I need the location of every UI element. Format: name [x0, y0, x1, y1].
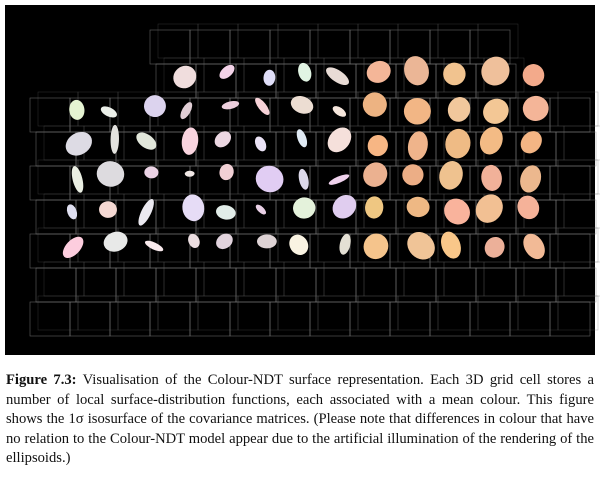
ellipsoid — [363, 162, 388, 187]
ellipsoid — [483, 98, 509, 124]
ellipsoid — [254, 136, 267, 152]
ellipsoid — [522, 95, 549, 121]
ellipsoid — [103, 231, 128, 252]
ellipsoid — [62, 236, 84, 259]
ellipsoid — [362, 92, 387, 117]
ellipsoid — [138, 199, 154, 226]
ellipsoid — [407, 131, 428, 161]
figure-image — [5, 5, 600, 355]
figure-caption: Figure 7.3: Visualisation of the Colour-… — [6, 371, 594, 469]
ellipsoid — [406, 196, 430, 218]
figure-label: Figure 7.3: — [6, 372, 77, 388]
ellipsoid — [367, 134, 388, 157]
ellipsoid — [144, 95, 166, 118]
ellipsoid — [188, 233, 200, 248]
ellipsoid — [363, 233, 389, 260]
ellipsoid — [173, 65, 197, 89]
ellipsoid — [517, 195, 540, 220]
ellipsoid — [144, 166, 159, 179]
ellipsoid — [69, 99, 85, 120]
ellipsoid — [221, 100, 240, 110]
ellipsoid — [216, 205, 236, 220]
ellipsoid — [181, 127, 199, 155]
ellipsoid — [407, 232, 435, 260]
ellipsoid — [255, 165, 284, 193]
ellipsoid — [481, 164, 502, 191]
ellipsoid — [96, 161, 125, 187]
ellipsoid — [298, 168, 309, 190]
ellipsoid — [99, 201, 117, 218]
ellipsoid — [520, 165, 542, 193]
caption-text: Visualisation of the Colour-NDT surface … — [6, 372, 594, 467]
ellipsoid — [441, 231, 461, 259]
ellipsoid — [327, 127, 352, 153]
ellipsoid — [184, 170, 195, 177]
grid-cell — [549, 301, 591, 337]
ellipsoid — [65, 131, 92, 156]
ellipsoids — [62, 56, 549, 260]
ellipsoid — [110, 124, 119, 154]
ellipsoid — [289, 234, 309, 255]
ellipsoid — [71, 166, 84, 193]
ellipsoid — [296, 129, 308, 148]
ellipsoid — [298, 62, 312, 82]
ellipsoid — [328, 174, 350, 185]
ellipsoid — [443, 62, 466, 86]
ellipsoid — [326, 67, 350, 86]
ellipsoid — [475, 194, 503, 223]
ellipsoid — [445, 128, 471, 159]
ellipsoid — [293, 197, 316, 219]
ellipsoid — [214, 131, 232, 148]
ellipsoid — [219, 163, 234, 181]
ellipsoid — [263, 69, 276, 86]
ellipsoid — [403, 97, 431, 125]
ellipsoid — [219, 64, 235, 79]
ellipsoid — [332, 106, 347, 117]
ellipsoid — [522, 64, 545, 87]
ellipsoid — [523, 233, 545, 260]
ellipsoid — [447, 97, 471, 122]
ellipsoid — [439, 161, 463, 190]
ellipsoid — [255, 204, 267, 215]
ellipsoid — [66, 204, 78, 220]
ellipsoid — [144, 240, 164, 252]
ellipsoid — [404, 56, 429, 86]
ellipsoid — [481, 56, 510, 86]
ellipsoid — [339, 233, 351, 255]
ellipsoid — [366, 60, 391, 83]
ellipsoid — [216, 233, 233, 250]
ellipsoid — [402, 164, 424, 186]
ellipsoid — [255, 97, 270, 115]
ellipsoid — [180, 102, 193, 120]
ellipsoid — [520, 131, 542, 154]
ellipsoid — [100, 106, 117, 118]
grid-cell-back — [557, 295, 599, 331]
ellipsoid — [444, 198, 470, 225]
ellipsoid — [365, 196, 384, 219]
ellipsoid — [479, 126, 503, 155]
ellipsoid — [484, 236, 505, 258]
ellipsoid — [256, 234, 277, 249]
ellipsoid — [290, 95, 314, 114]
ellipsoid — [136, 132, 157, 150]
ellipsoid — [332, 194, 357, 219]
ellipsoid — [182, 194, 205, 222]
